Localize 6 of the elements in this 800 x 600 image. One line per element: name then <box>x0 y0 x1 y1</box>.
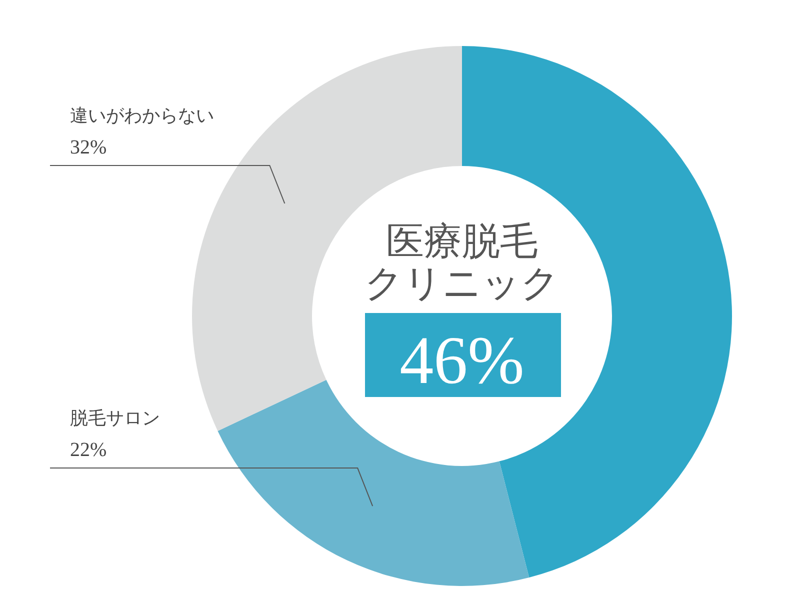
data-label: 46% <box>400 322 524 398</box>
slice-label: 医療脱毛クリニック <box>364 221 560 305</box>
data-label: 32% <box>70 136 107 158</box>
slice-label: 脱毛サロン <box>70 408 160 428</box>
data-label: 22% <box>70 439 107 462</box>
slice-label: 違いがわからない <box>70 105 214 126</box>
